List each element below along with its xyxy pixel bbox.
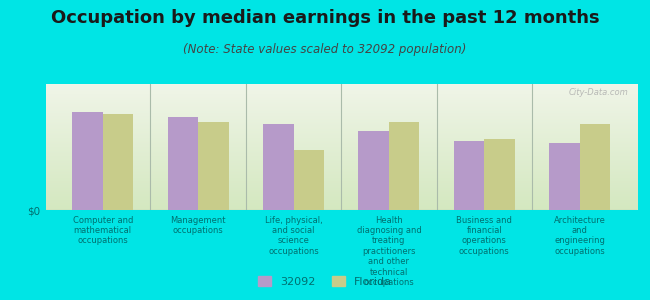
Bar <box>263 124 294 210</box>
Bar <box>484 140 515 210</box>
Bar <box>294 149 324 210</box>
Text: (Note: State values scaled to 32092 population): (Note: State values scaled to 32092 popu… <box>183 44 467 56</box>
Text: Occupation by median earnings in the past 12 months: Occupation by median earnings in the pas… <box>51 9 599 27</box>
Text: City-Data.com: City-Data.com <box>568 88 628 97</box>
Bar <box>168 117 198 210</box>
Bar <box>198 122 229 210</box>
Bar <box>389 122 419 210</box>
Bar <box>358 130 389 210</box>
Bar <box>72 112 103 210</box>
Bar <box>103 114 133 210</box>
Bar <box>580 124 610 210</box>
Bar <box>454 141 484 210</box>
Bar <box>549 143 580 210</box>
Legend: 32092, Florida: 32092, Florida <box>254 272 396 291</box>
